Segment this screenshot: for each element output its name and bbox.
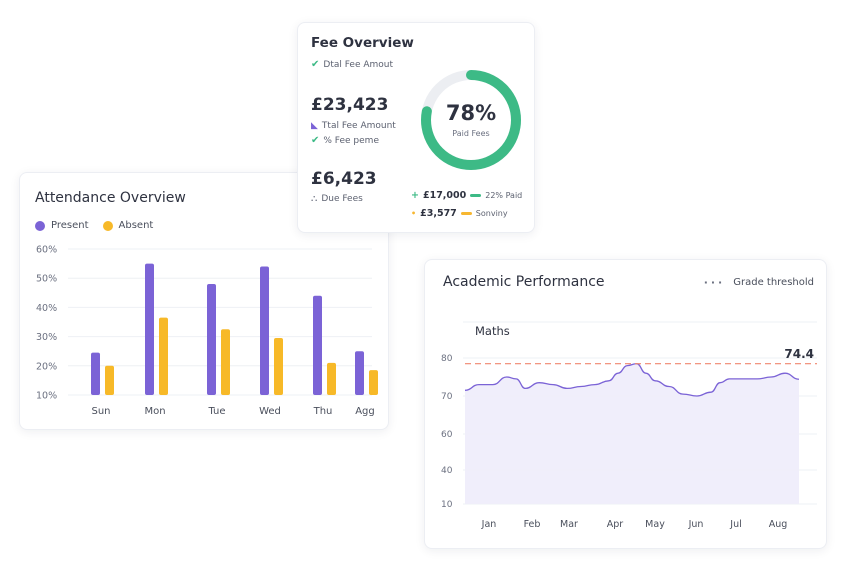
bar-present xyxy=(260,266,269,395)
pending-dash-icon xyxy=(460,212,472,215)
paid-amount: £17,000 xyxy=(422,190,467,201)
legend-present-label: Present xyxy=(51,220,89,231)
due-fee-amount: £6,423 xyxy=(311,169,377,189)
due-fee-label: Due Fees xyxy=(321,194,363,204)
threshold-dots-icon: ··· xyxy=(703,276,726,289)
donut-paid-slice xyxy=(421,70,521,170)
y-tick-label: 10 xyxy=(441,500,453,510)
check-icon: ✔ xyxy=(311,135,320,146)
legend-present[interactable]: Present xyxy=(35,220,89,231)
donut-chart xyxy=(421,70,521,170)
check-icon: ✔ xyxy=(311,59,320,70)
x-tick-label: Apr xyxy=(607,519,624,530)
bar-absent xyxy=(105,365,114,395)
legend-absent-label: Absent xyxy=(118,220,154,231)
dot-icon: • xyxy=(411,209,417,218)
x-tick-label: Jun xyxy=(688,519,704,530)
total-fee-header-label: Dtal Fee Amout xyxy=(323,59,394,70)
x-tick-label: Jan xyxy=(481,519,497,530)
bar-absent xyxy=(221,329,230,395)
y-tick-label: 30% xyxy=(36,332,57,343)
x-tick-label: Sun xyxy=(91,406,110,417)
plus-icon: + xyxy=(411,190,419,201)
x-tick-label: Jul xyxy=(729,519,741,530)
bar-absent xyxy=(369,370,378,395)
last-value-label: 74.4 xyxy=(784,347,814,361)
fee-card: Fee Overview ✔ Dtal Fee Amout £23,423 ◣ … xyxy=(297,22,535,233)
bar-present xyxy=(207,284,216,395)
x-tick-label: Feb xyxy=(524,519,541,530)
threshold-legend-label: Grade threshold xyxy=(733,277,814,288)
bar-present xyxy=(313,295,322,395)
x-tick-label: Tue xyxy=(207,406,225,417)
performance-title: Academic Performance xyxy=(443,274,605,290)
due-fee-row: ⛬ Due Fees xyxy=(311,194,363,204)
total-fee-label: Ttal Fee Amount xyxy=(321,121,396,131)
total-fee-row: ◣ Ttal Fee Amount xyxy=(311,121,396,131)
pending-amount: £3,577 xyxy=(420,208,457,219)
x-tick-label: Mon xyxy=(144,406,165,417)
y-tick-label: 60 xyxy=(441,430,453,440)
total-fee-amount: £23,423 xyxy=(311,95,389,115)
paid-label: 22% Paid xyxy=(485,191,523,200)
bar-absent xyxy=(274,338,283,395)
attendance-title: Attendance Overview xyxy=(35,190,186,206)
x-tick-label: Mar xyxy=(560,519,578,530)
tag-icon: ◣ xyxy=(311,121,318,131)
performance-chart: 80 70 60 40 10 Maths 74.4 Jan Feb Mar Apr May Jun Jul… xyxy=(441,321,817,530)
bank-icon: ⛬ xyxy=(311,194,318,204)
bar-absent xyxy=(327,362,336,395)
bar-present xyxy=(91,352,100,395)
fee-percent-label: % Fee peme xyxy=(323,135,379,146)
x-tick-label: Aug xyxy=(769,519,788,530)
present-dot-icon xyxy=(35,220,45,231)
x-tick-label: Thu xyxy=(313,406,333,417)
series-label-maths: Maths xyxy=(475,324,510,338)
bar-absent xyxy=(159,317,168,395)
attendance-chart: 60% 50% 40% 30% 20% 10% Sun Mon Tue Wed Thu Agg xyxy=(36,245,378,417)
fee-percent-row: ✔ % Fee peme xyxy=(311,135,379,146)
paid-dash-icon xyxy=(470,194,482,197)
paid-stat: + £17,000 22% Paid xyxy=(411,190,522,201)
donut-percent: 78% xyxy=(445,101,497,125)
pending-label: Sonviny xyxy=(475,209,508,218)
legend-absent[interactable]: Absent xyxy=(102,220,154,231)
attendance-legend: Present Absent xyxy=(35,220,153,231)
x-tick-label: May xyxy=(645,519,665,530)
donut-label: Paid Fees xyxy=(452,129,490,138)
performance-card: Academic Performance ··· Grade threshold… xyxy=(424,259,827,549)
threshold-legend[interactable]: ··· Grade threshold xyxy=(704,276,814,289)
x-tick-label: Wed xyxy=(259,406,281,417)
total-fee-header-row: ✔ Dtal Fee Amout xyxy=(311,59,393,70)
fee-title: Fee Overview xyxy=(311,35,414,51)
y-tick-label: 20% xyxy=(36,361,57,372)
bar-present xyxy=(145,263,154,395)
x-tick-label: Agg xyxy=(355,406,375,417)
bar-present xyxy=(355,351,364,395)
y-tick-label: 60% xyxy=(36,245,57,256)
maths-area xyxy=(465,363,799,504)
maths-line xyxy=(464,363,800,397)
paid-fees-donut: 78% Paid Fees xyxy=(416,65,526,175)
y-tick-label: 40% xyxy=(36,303,57,314)
y-tick-label: 70 xyxy=(441,392,453,402)
y-tick-label: 40 xyxy=(441,466,453,476)
y-tick-label: 10% xyxy=(36,391,57,402)
pending-stat: • £3,577 Sonviny xyxy=(411,208,508,219)
absent-dot-icon xyxy=(102,220,113,231)
y-tick-label: 80 xyxy=(441,354,453,364)
y-tick-label: 50% xyxy=(36,274,57,285)
